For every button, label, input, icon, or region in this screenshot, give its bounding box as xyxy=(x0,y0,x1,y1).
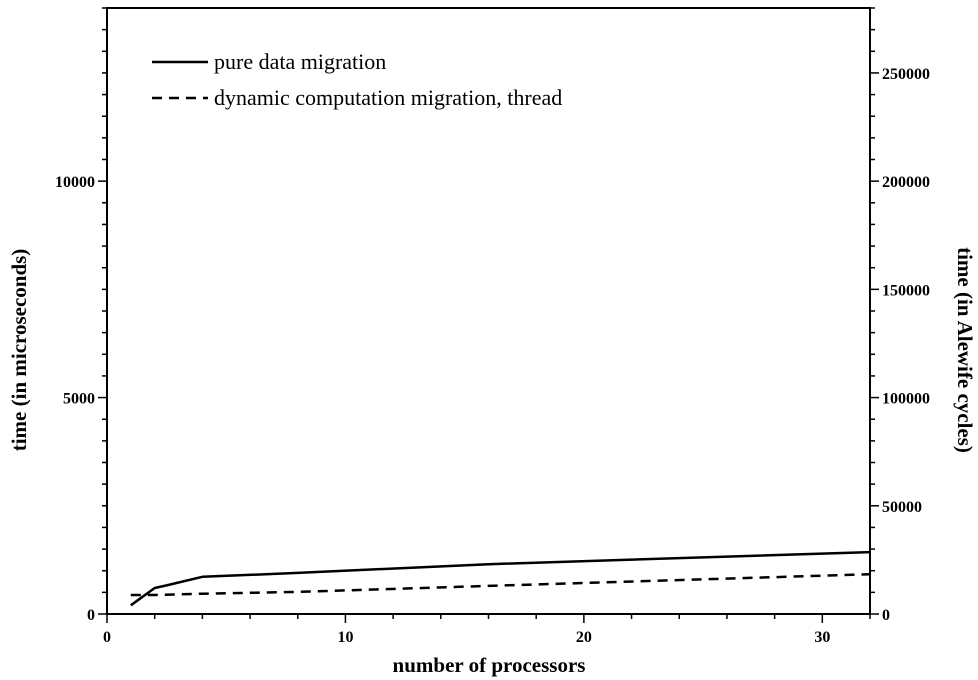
y2-tick-label: 200000 xyxy=(882,174,930,191)
series-layer xyxy=(130,550,871,607)
y-tick-label: 0 xyxy=(87,607,95,624)
y2-tick-label: 0 xyxy=(882,607,890,624)
y-tick-label: 5000 xyxy=(63,391,95,408)
x-axis-title: number of processors xyxy=(393,653,586,677)
legend: pure data migration dynamic computation m… xyxy=(152,49,562,110)
x-tick-label: 30 xyxy=(814,629,830,646)
y2-axis-title: time (in Alewife cycles) xyxy=(953,247,977,453)
y-axis-title: time (in microseconds) xyxy=(7,249,31,452)
series-line-2 xyxy=(130,572,871,597)
x-tick-label: 0 xyxy=(103,629,111,646)
y2-tick-label: 50000 xyxy=(882,499,922,516)
series-line-1 xyxy=(130,550,871,607)
axes: 0500010000050000100000150000200000250000… xyxy=(55,7,930,646)
y-tick-label: 10000 xyxy=(55,174,95,191)
legend-label-1: pure data migration xyxy=(214,49,386,74)
legend-label-2: dynamic computation migration, thread xyxy=(214,85,562,110)
y2-tick-label: 250000 xyxy=(882,66,930,83)
x-tick-label: 10 xyxy=(337,629,353,646)
y2-tick-label: 100000 xyxy=(882,391,930,408)
x-tick-label: 20 xyxy=(576,629,592,646)
y2-tick-label: 150000 xyxy=(882,282,930,299)
